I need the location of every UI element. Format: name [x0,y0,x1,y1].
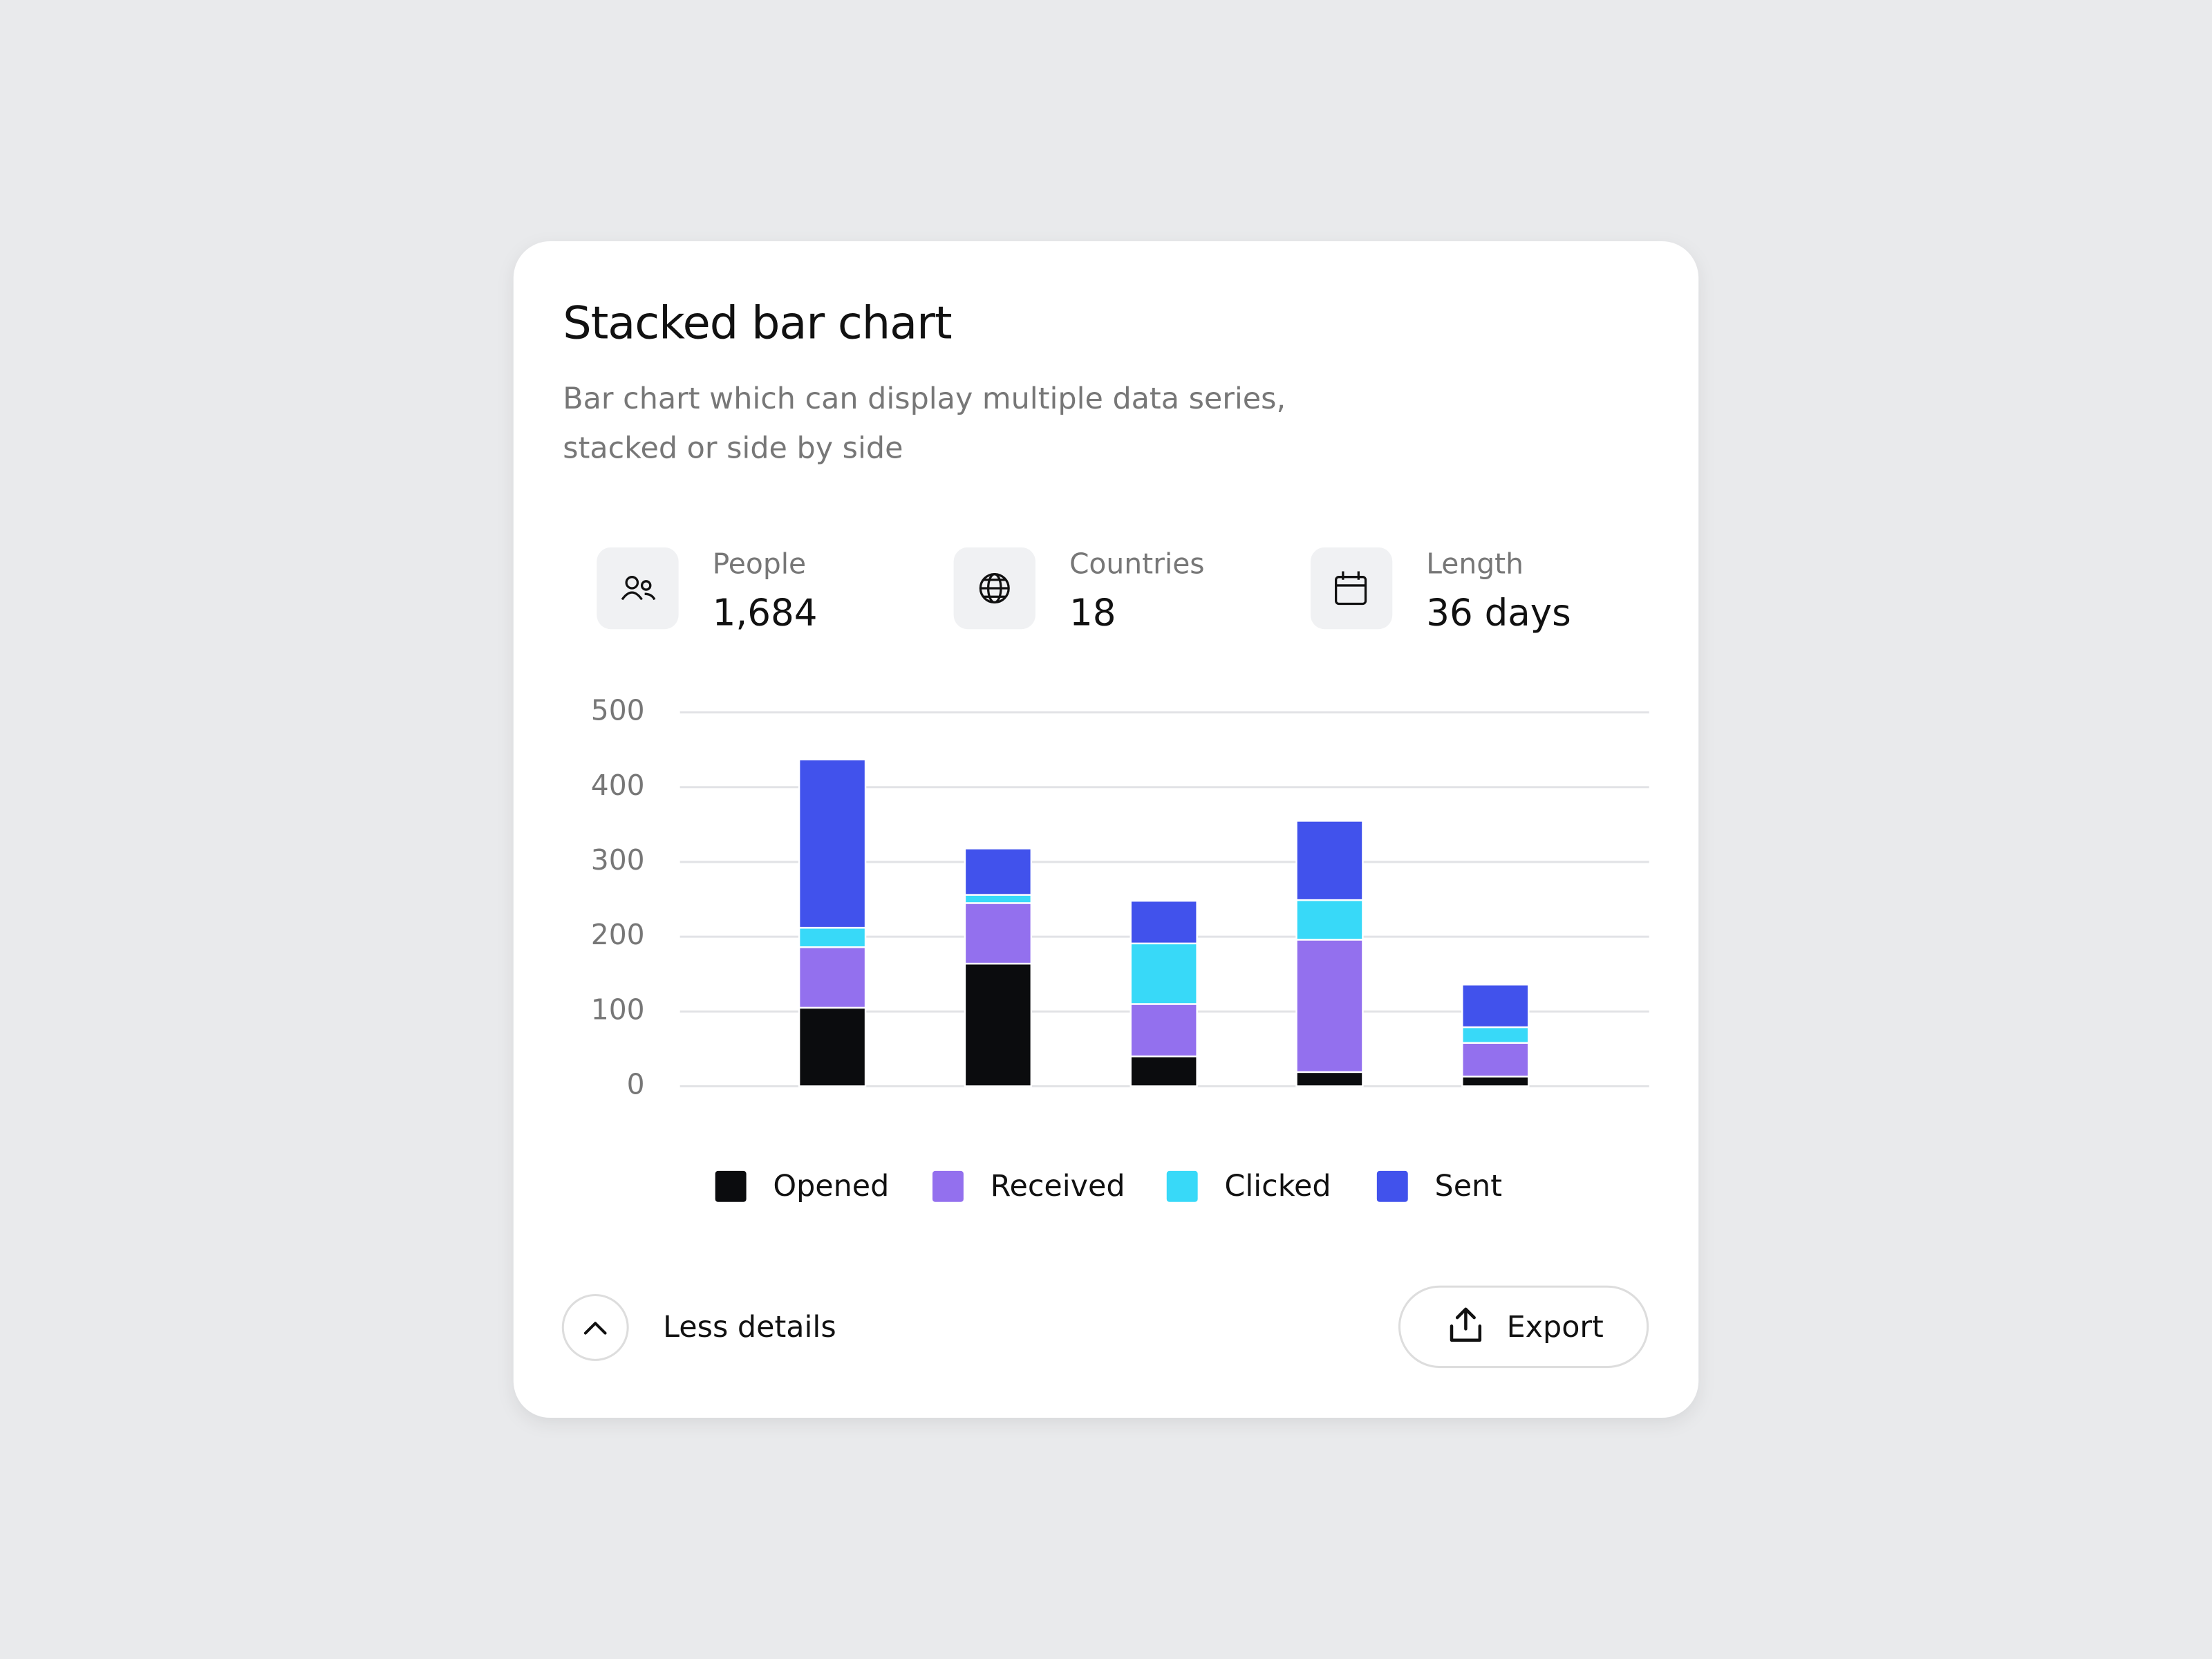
icon-box [597,547,679,630]
bar-segment [1130,1003,1198,1058]
card-subtitle: Bar chart which can display multiple dat… [563,382,1286,416]
stat: Countries 18 [953,547,1205,634]
upload-icon [1450,1307,1482,1342]
chevron-icon [583,1322,607,1335]
legend-label: Opened [773,1169,889,1203]
bar-segment [964,894,1033,904]
legend-label: Received [991,1169,1125,1203]
y-tick-label: 100 [591,993,645,1026]
bar-segment [1461,1042,1530,1078]
bar-segment [1461,984,1530,1029]
legend-label: Clicked [1224,1169,1331,1203]
toggle-button[interactable] [561,1293,629,1361]
y-tick-label: 400 [591,769,645,802]
export-button[interactable]: Export [1398,1285,1649,1369]
export-label[interactable]: Export [1507,1310,1604,1344]
calendar-icon [1335,571,1367,606]
bar-segment [964,962,1033,1087]
bar-segment [964,847,1033,896]
people-icon [621,576,656,601]
stat-value: 1,684 [713,591,818,634]
stat-label: Length [1426,547,1524,580]
stat-value: 36 days [1426,591,1571,634]
stat: Length 36 days [1310,547,1571,634]
y-tick-label: 300 [591,843,645,877]
chart: 0 100 200 300 400 500 [591,694,1649,1100]
stat: People 1,684 [597,547,817,634]
y-tick-label: 500 [591,694,645,727]
bar-segment [964,902,1033,965]
y-tick-label: 200 [591,918,645,951]
bar-segment [1295,820,1364,901]
card [513,241,1699,1418]
toggle-label[interactable]: Less details [663,1310,836,1344]
legend-swatch [715,1170,747,1202]
bar-segment [1295,939,1364,1074]
bar-segment [1130,899,1198,945]
bar-segment [798,946,867,1009]
bar-segment [1295,1071,1364,1087]
legend-label: Sent [1435,1169,1503,1203]
y-tick-label: 0 [627,1067,645,1100]
legend-swatch [1376,1170,1408,1202]
bar-segment [798,926,867,948]
bar-segment [798,1006,867,1087]
export-button-frame[interactable] [1398,1285,1649,1369]
legend: Opened Received Clicked Sent [715,1169,1502,1203]
card-subtitle: stacked or side by side [563,431,903,466]
bar-segment [1461,1026,1530,1044]
bar-segment [1130,1055,1198,1087]
icon-box [1310,547,1393,630]
stat-value: 18 [1069,591,1116,634]
legend-swatch [932,1170,964,1202]
bar-segment [1130,942,1198,1005]
bar-segment [1295,899,1364,941]
stat-label: Countries [1069,547,1205,580]
toggle-details[interactable]: Less details [561,1293,836,1361]
card-title: Stacked bar chart [563,297,952,349]
legend-swatch [1166,1170,1198,1202]
globe-icon [979,572,1010,604]
bar-segment [798,758,867,929]
bar-segment [1461,1076,1530,1087]
stat-label: People [713,547,807,580]
